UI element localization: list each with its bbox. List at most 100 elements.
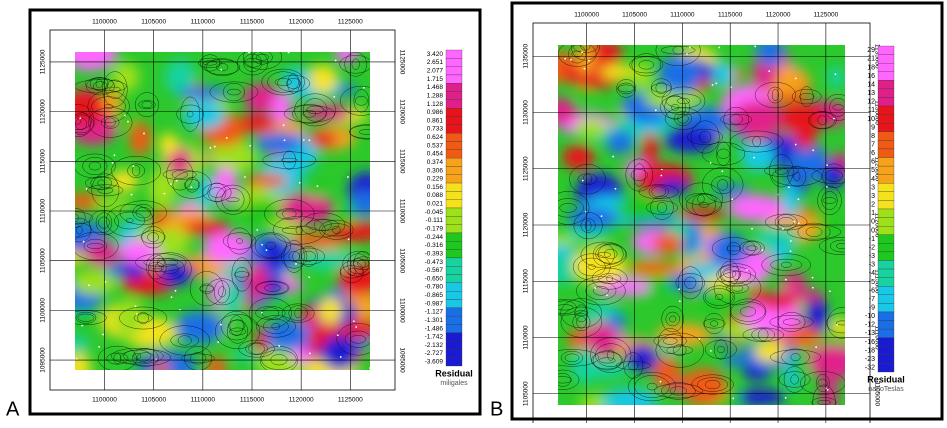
colorbar-swatch <box>446 92 462 100</box>
station <box>710 350 712 352</box>
colorbar-swatch <box>878 303 894 312</box>
colorbar-swatch <box>878 200 894 209</box>
anomaly <box>576 44 595 75</box>
colorbar-swatch <box>446 299 462 307</box>
station <box>710 162 712 164</box>
colorbar-swatch <box>878 243 894 252</box>
colorbar-swatch <box>446 175 462 183</box>
station <box>790 240 792 242</box>
station <box>124 115 126 117</box>
colorbar-swatch <box>446 67 462 75</box>
colorbar-swatch <box>878 329 894 338</box>
anomaly <box>728 195 785 221</box>
colorbar-label: 2.077 <box>427 68 444 75</box>
colorbar-label: 0.986 <box>427 109 444 116</box>
colorbar-swatch <box>878 286 894 295</box>
y-tick-label: 1125000 <box>40 49 47 74</box>
station <box>812 287 814 289</box>
station <box>284 139 286 141</box>
colorbar-label: 0.021 <box>427 201 444 208</box>
station <box>584 68 586 70</box>
colorbar-swatch <box>878 158 894 167</box>
colorbar-swatch <box>878 149 894 158</box>
colorbar-label: -1.486 <box>425 325 444 332</box>
x-tick-label: 1110000 <box>670 12 695 19</box>
station <box>833 118 835 120</box>
colorbar-swatch <box>878 235 894 244</box>
x-tick-label: 1120000 <box>766 12 791 19</box>
station <box>686 53 688 55</box>
anomaly <box>85 241 119 266</box>
station <box>309 139 311 141</box>
colorbar-label: -16 <box>865 339 875 346</box>
colorbar-label: 8 <box>871 133 875 140</box>
station <box>317 185 319 187</box>
station <box>754 46 756 48</box>
colorbar-swatch <box>878 278 894 287</box>
station <box>718 47 720 49</box>
colorbar-swatch <box>878 363 894 372</box>
colorbar-label: -0.045 <box>425 209 444 216</box>
station <box>601 215 603 217</box>
colorbar-label: 1.468 <box>427 84 444 91</box>
station <box>133 165 135 167</box>
station <box>278 345 280 347</box>
station <box>136 313 138 315</box>
station <box>712 84 714 86</box>
colorbar-swatch <box>878 346 894 355</box>
station <box>715 83 717 85</box>
colorbar-swatch <box>878 46 894 55</box>
colorbar-swatch <box>446 258 462 266</box>
colorbar-label: -18 <box>865 347 875 354</box>
station <box>797 198 799 200</box>
colorbar-swatch <box>446 183 462 191</box>
station <box>790 250 792 252</box>
colorbar-label: 13 <box>867 90 875 97</box>
anomaly <box>204 232 250 263</box>
colorbar-label: -6 <box>869 287 875 294</box>
y-tick-label: 1115000 <box>398 149 405 174</box>
colorbar-swatch <box>446 233 462 241</box>
station <box>721 170 723 172</box>
anomaly <box>693 290 731 310</box>
station <box>249 145 251 147</box>
station <box>615 188 617 190</box>
colorbar-swatch <box>446 275 462 283</box>
anomaly <box>213 167 237 204</box>
colorbar-swatch <box>878 192 894 201</box>
colorbar-label: -0.865 <box>425 292 444 299</box>
y-tick-label: 1095000 <box>40 347 47 373</box>
x-tick-label: 1115000 <box>240 19 265 26</box>
map <box>536 32 866 420</box>
y-tick-label: 1115000 <box>40 149 47 174</box>
colorbar-label: 0.229 <box>427 176 444 183</box>
colorbar-label: -9 <box>869 305 875 312</box>
station <box>355 326 357 328</box>
colorbar-swatch <box>446 158 462 166</box>
colorbar-swatch <box>446 117 462 125</box>
colorbar-swatch <box>878 252 894 261</box>
station <box>261 244 263 246</box>
station <box>335 60 337 62</box>
station <box>788 186 790 188</box>
colorbar-label: -0.393 <box>425 250 444 257</box>
station <box>163 193 165 195</box>
y-tick-label: 1105000 <box>398 248 405 273</box>
station <box>171 296 173 298</box>
panel-label: B <box>490 398 503 420</box>
x-tick-label: 1125000 <box>338 19 363 26</box>
colorbar-swatch <box>878 55 894 64</box>
colorbar-label: 3.420 <box>427 51 444 58</box>
colorbar-swatch <box>446 166 462 174</box>
y-tick-label: 1100000 <box>40 298 47 323</box>
colorbar-label: -4 <box>869 270 875 277</box>
colorbar-label: 0.861 <box>427 117 444 124</box>
station <box>836 324 838 326</box>
colorbar-label: -0.780 <box>425 284 444 291</box>
station <box>79 117 81 119</box>
colorbar-swatch <box>446 125 462 133</box>
colorbar-label: 6 <box>871 159 875 166</box>
y-tick-label: 1125000 <box>398 50 405 75</box>
station <box>299 182 301 184</box>
colorbar-swatch <box>446 200 462 208</box>
